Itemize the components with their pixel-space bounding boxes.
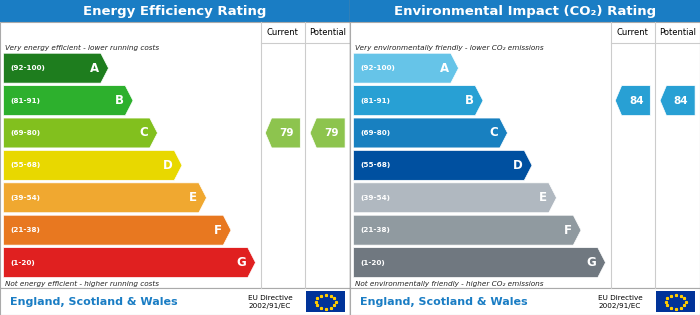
Text: (39-54): (39-54) <box>10 195 41 201</box>
Text: G: G <box>237 256 246 269</box>
Text: Current: Current <box>617 28 649 37</box>
Text: (69-80): (69-80) <box>360 130 391 136</box>
Text: Potential: Potential <box>309 28 346 37</box>
Text: Current: Current <box>267 28 299 37</box>
Text: Environmental Impact (CO₂) Rating: Environmental Impact (CO₂) Rating <box>394 4 656 18</box>
Polygon shape <box>4 86 133 116</box>
Text: Not energy efficient - higher running costs: Not energy efficient - higher running co… <box>6 280 160 287</box>
Text: C: C <box>139 127 148 140</box>
Text: B: B <box>115 94 123 107</box>
Text: England, Scotland & Wales: England, Scotland & Wales <box>360 297 528 307</box>
Bar <box>657 291 696 312</box>
Polygon shape <box>265 118 300 148</box>
Text: Very energy efficient - lower running costs: Very energy efficient - lower running co… <box>6 45 160 51</box>
Polygon shape <box>354 86 483 116</box>
Bar <box>0 22 350 288</box>
Bar <box>0 0 350 22</box>
Text: (92-100): (92-100) <box>360 65 395 71</box>
Polygon shape <box>4 118 158 148</box>
Text: A: A <box>440 62 449 75</box>
Text: 84: 84 <box>674 95 688 106</box>
Text: G: G <box>587 256 596 269</box>
Text: Energy Efficiency Rating: Energy Efficiency Rating <box>83 4 267 18</box>
Text: Potential: Potential <box>659 28 696 37</box>
Text: E: E <box>539 191 547 204</box>
Text: (55-68): (55-68) <box>10 162 41 169</box>
Text: (21-38): (21-38) <box>10 227 41 233</box>
Bar <box>0 288 350 315</box>
Text: D: D <box>513 159 522 172</box>
Polygon shape <box>4 248 256 278</box>
Bar <box>350 288 700 315</box>
Text: 79: 79 <box>279 128 293 138</box>
Polygon shape <box>4 183 206 213</box>
Polygon shape <box>615 86 650 116</box>
Text: 84: 84 <box>629 95 643 106</box>
Text: (81-91): (81-91) <box>360 98 391 104</box>
Text: (21-38): (21-38) <box>360 227 391 233</box>
Text: D: D <box>163 159 173 172</box>
Polygon shape <box>354 53 458 83</box>
Text: (39-54): (39-54) <box>360 195 391 201</box>
Bar <box>307 291 346 312</box>
Text: EU Directive
2002/91/EC: EU Directive 2002/91/EC <box>248 295 293 309</box>
Polygon shape <box>354 248 606 278</box>
Polygon shape <box>354 118 508 148</box>
Text: F: F <box>564 224 571 237</box>
Polygon shape <box>354 215 581 245</box>
Bar <box>350 22 700 288</box>
Text: F: F <box>214 224 221 237</box>
Text: 79: 79 <box>324 128 338 138</box>
Text: B: B <box>465 94 473 107</box>
Text: (1-20): (1-20) <box>10 260 35 266</box>
Polygon shape <box>354 183 556 213</box>
Polygon shape <box>310 118 345 148</box>
Polygon shape <box>4 151 182 180</box>
Polygon shape <box>4 53 108 83</box>
Text: E: E <box>189 191 197 204</box>
Text: (81-91): (81-91) <box>10 98 41 104</box>
Polygon shape <box>354 151 532 180</box>
Text: (1-20): (1-20) <box>360 260 385 266</box>
Text: C: C <box>489 127 498 140</box>
Text: (92-100): (92-100) <box>10 65 46 71</box>
Bar <box>350 0 700 22</box>
Text: England, Scotland & Wales: England, Scotland & Wales <box>10 297 178 307</box>
Text: Very environmentally friendly - lower CO₂ emissions: Very environmentally friendly - lower CO… <box>355 45 544 51</box>
Text: (69-80): (69-80) <box>10 130 41 136</box>
Text: A: A <box>90 62 99 75</box>
Text: EU Directive
2002/91/EC: EU Directive 2002/91/EC <box>598 295 643 309</box>
Text: (55-68): (55-68) <box>360 162 391 169</box>
Polygon shape <box>660 86 695 116</box>
Text: Not environmentally friendly - higher CO₂ emissions: Not environmentally friendly - higher CO… <box>355 280 544 287</box>
Polygon shape <box>4 215 231 245</box>
